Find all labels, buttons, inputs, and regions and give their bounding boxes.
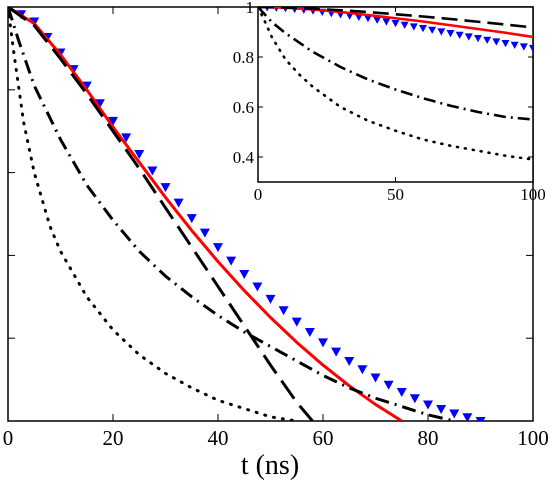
main-data-point [357,365,368,375]
main-data-point [370,373,381,383]
main-data-point [304,327,315,337]
inset-data-point [455,31,464,39]
main-x-tick-label: 20 [103,426,124,450]
inset-data-point [354,13,363,21]
inset-plot: 0 50 100 0.4 0.6 0.8 1 [233,0,546,204]
inset-data-point [409,23,418,31]
inset-data-point [519,43,528,51]
main-x-tick-label: 60 [313,426,334,450]
main-x-tick-label: 40 [208,426,229,450]
main-data-point [213,243,223,253]
inset-series-dash-dot [258,7,533,121]
inset-frame [257,6,534,183]
main-data-point [423,400,433,410]
inset-series-solid [258,7,533,39]
main-series-dash-dot [8,7,455,421]
inset-x-tick-label: 100 [520,185,546,204]
inset-data-point [492,38,501,46]
main-data-point [475,417,486,421]
main-data-point [396,388,407,398]
main-data-point [265,294,276,304]
inset-data-point [474,35,482,43]
main-data-point [278,306,289,316]
main-data-point [108,116,118,126]
inset-series-dotted [258,7,533,161]
main-series-dotted [8,7,299,421]
main-data-point [318,338,328,348]
main-data-point [186,214,197,224]
x-axis-title: t (ns) [241,450,299,481]
main-x-tick-label: 0 [3,426,14,450]
main-data-point [239,270,250,280]
main-data-point [291,317,302,327]
main-x-tick-label: 100 [517,426,549,450]
inset-data-point [446,30,455,38]
main-data-point [94,99,105,109]
main-data-point [121,133,132,143]
inset-y-tick-label: 0.4 [233,148,255,167]
main-data-point [462,413,473,421]
inset-data-point [419,25,427,33]
main-data-point [436,404,447,414]
inset-data-point [529,45,533,53]
inset-x-tick-label: 50 [387,185,404,204]
inset-y-tick-label: 1 [246,0,255,17]
inset-data [258,7,533,161]
main-data-point [147,166,158,176]
main-data-point [449,409,460,419]
inset-data-point [391,20,400,28]
inset-data-point [382,18,391,26]
main-data-point [173,198,184,208]
inset-data-point [437,28,446,36]
inset-data-point [364,15,372,23]
inset-data-point [464,33,473,41]
inset-data-point [483,36,492,44]
main-data-point [199,228,210,238]
inset-data-point [373,16,382,24]
main-series-solid [8,7,403,421]
main-data-point [344,356,355,366]
main-data-point [81,81,92,91]
inset-x-tick-label: 0 [254,185,263,204]
main-data-point [383,380,394,390]
main-data-point [134,149,145,159]
main-data-point [160,183,171,193]
main-x-tick-label: 80 [418,426,439,450]
main-series-dashed [8,7,314,421]
inset-data-point [501,40,510,48]
main-data-point [331,347,342,357]
main-data [8,7,486,421]
main-data-point [252,282,263,292]
main-data-point [226,256,237,266]
inset-y-tick-label: 0.8 [233,48,254,67]
inset-data-point [428,26,437,34]
inset-data-point [400,21,409,29]
inset-data-point [510,41,519,49]
main-data-point [409,394,420,404]
inset-y-tick-label: 0.6 [233,98,254,117]
